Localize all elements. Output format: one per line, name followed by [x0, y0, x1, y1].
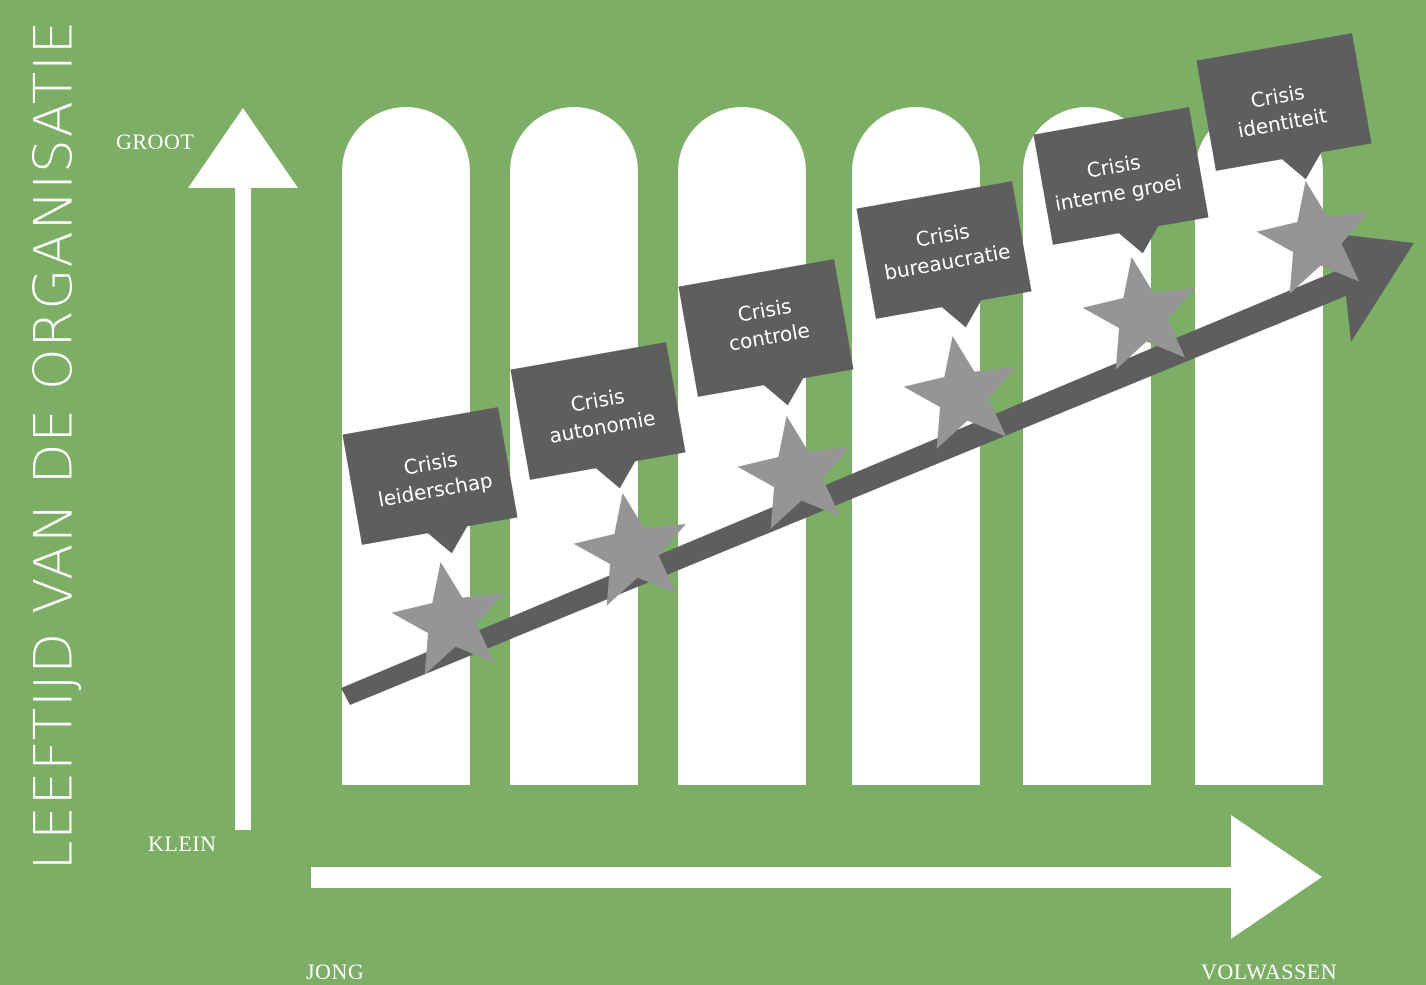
crisis-callout-interne-groei: [1033, 107, 1209, 254]
y-axis-arrow: [188, 108, 298, 830]
crisis-star-leiderschap: [391, 561, 505, 675]
crisis-star-identiteit: [1256, 180, 1370, 294]
crisis-callout-identiteit: [1196, 33, 1372, 180]
crisis-callout-controle: [678, 259, 854, 406]
crisis-callout-leiderschap: [342, 407, 518, 554]
crisis-star-interne-groei: [1082, 256, 1196, 370]
crisis-callout-autonomie: [510, 342, 686, 489]
y-axis-title: LEEFTIJD VAN DE ORGANISATIE: [23, 19, 85, 871]
crisis-star-controle: [737, 415, 851, 529]
crisis-callout-bureaucratie: [856, 181, 1032, 328]
y-axis-top-label: GROOT: [116, 129, 195, 154]
x-axis-right-label: VOLWASSEN: [1201, 959, 1338, 984]
phase-column-6: [1195, 107, 1323, 785]
phase-column-5: [1023, 107, 1151, 785]
crisis-star-autonomie: [573, 492, 687, 606]
crisis-stars: [391, 180, 1370, 675]
y-axis-bottom-label: KLEIN: [148, 831, 217, 856]
x-axis-left-label: JONG: [306, 959, 365, 984]
crisis-callouts: [342, 33, 1372, 554]
crisis-star-bureaucratie: [903, 335, 1017, 449]
x-axis-arrow: [311, 815, 1322, 939]
